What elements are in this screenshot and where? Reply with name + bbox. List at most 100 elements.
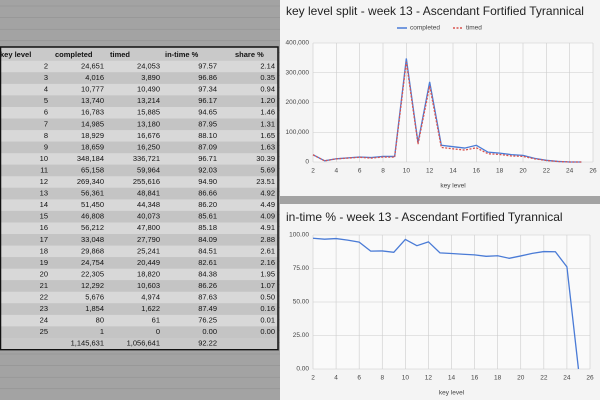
table-cell: 97.34 [198, 85, 217, 94]
table-cell: 1.65 [260, 131, 275, 140]
table-cell: 94.90 [198, 177, 217, 186]
table-cell: 85.61 [198, 212, 217, 221]
table-cell: 25 [40, 327, 48, 336]
table-cell: 19 [40, 258, 48, 267]
table-cell: 13,180 [137, 119, 160, 128]
table-cell: 96.71 [198, 154, 217, 163]
table-cell: 1.31 [260, 119, 275, 128]
x-tick-label: 12 [426, 168, 434, 175]
table-cell: 12 [40, 177, 48, 186]
table-cell: 84.51 [198, 246, 217, 255]
table-cell: 0.35 [260, 73, 275, 82]
table-cell: 24,754 [81, 258, 104, 267]
table-row [0, 118, 278, 131]
table-cell: 18,659 [81, 142, 104, 151]
table-cell: 87.95 [198, 119, 217, 128]
table-row [0, 95, 278, 107]
x-tick-label: 8 [380, 375, 384, 382]
column-header: completed [55, 50, 93, 59]
x-tick-label: 22 [540, 375, 548, 382]
x-tick-label: 20 [517, 375, 525, 382]
table-cell: 2.88 [260, 235, 275, 244]
table-cell: 24 [40, 316, 48, 325]
table-cell: 4.49 [260, 200, 275, 209]
x-tick-label: 26 [586, 375, 594, 382]
x-axis-label: key level [440, 183, 466, 190]
table-row [0, 257, 278, 269]
table-cell: 47,800 [137, 223, 160, 232]
table-cell: 1,854 [85, 304, 104, 313]
table-cell: 4,974 [141, 293, 160, 302]
table-cell: 88.10 [198, 131, 217, 140]
table-row [0, 187, 278, 200]
table-cell: 2.16 [260, 258, 275, 267]
x-tick-label: 2 [311, 168, 315, 175]
table-cell: 3,890 [141, 73, 160, 82]
x-tick-label: 18 [494, 375, 502, 382]
table-cell: 1.46 [260, 108, 275, 117]
table-cell: 15 [40, 212, 48, 221]
x-tick-label: 2 [311, 375, 315, 382]
table-row [0, 130, 278, 142]
table-cell: 348,184 [77, 154, 104, 163]
table-cell: 22,305 [81, 269, 104, 278]
table-cell: 14 [40, 200, 48, 209]
table-cell: 0.16 [260, 304, 275, 313]
table-cell: 12,292 [81, 281, 104, 290]
column-header: key level [0, 50, 31, 59]
table-cell: 0.01 [260, 316, 275, 325]
table-cell: 85.18 [198, 223, 217, 232]
table-cell: 14,985 [81, 119, 104, 128]
table-cell: 15,885 [137, 108, 160, 117]
table-cell: 82.61 [198, 258, 217, 267]
table-row [0, 176, 278, 188]
table-cell: 0.00 [202, 327, 217, 336]
table-cell: 25,241 [137, 246, 160, 255]
y-tick-label: 25.00 [293, 332, 310, 339]
table-row [0, 303, 278, 315]
x-tick-label: 14 [449, 168, 457, 175]
table-row [0, 234, 278, 246]
table-row [0, 280, 278, 292]
table-cell: 86.66 [198, 189, 217, 198]
table-cell: 59,964 [137, 165, 160, 174]
total-cell: 1,145,631 [71, 339, 104, 348]
table-cell: 17 [40, 235, 48, 244]
x-tick-label: 10 [403, 168, 411, 175]
table-row [0, 141, 278, 154]
table-cell: 1.07 [260, 281, 275, 290]
table-cell: 255,616 [133, 177, 160, 186]
table-cell: 3 [44, 73, 48, 82]
table-cell: 13 [40, 189, 48, 198]
table-cell: 2 [44, 62, 48, 71]
table-cell: 48,841 [137, 189, 160, 198]
x-tick-label: 20 [519, 168, 527, 175]
table-cell: 5.69 [260, 165, 275, 174]
table-row [0, 222, 278, 235]
table-cell: 46,808 [81, 212, 104, 221]
table-row [0, 314, 278, 327]
table-cell: 2.14 [260, 62, 275, 71]
table-cell: 16,783 [81, 108, 104, 117]
table-cell: 96.17 [198, 96, 217, 105]
table-row [0, 164, 278, 177]
table-row [0, 326, 278, 338]
table-cell: 6 [44, 108, 48, 117]
table-cell: 18,929 [81, 131, 104, 140]
table-row [0, 72, 278, 84]
table-cell: 92.03 [198, 165, 217, 174]
table-cell: 1.20 [260, 96, 275, 105]
table-cell: 9 [44, 142, 48, 151]
table-cell: 86.20 [198, 200, 217, 209]
table-cell: 27,790 [137, 235, 160, 244]
table-cell: 24,651 [81, 62, 104, 71]
table-row [0, 83, 278, 96]
x-tick-label: 22 [543, 168, 551, 175]
table-cell: 4 [44, 85, 48, 94]
table-cell: 23.51 [256, 177, 275, 186]
table-cell: 23 [40, 304, 48, 313]
x-axis-label: key level [439, 390, 465, 397]
chart-title: key level split - week 13 - Ascendant Fo… [286, 4, 584, 18]
table-row [0, 199, 278, 211]
table-cell: 10 [40, 154, 48, 163]
